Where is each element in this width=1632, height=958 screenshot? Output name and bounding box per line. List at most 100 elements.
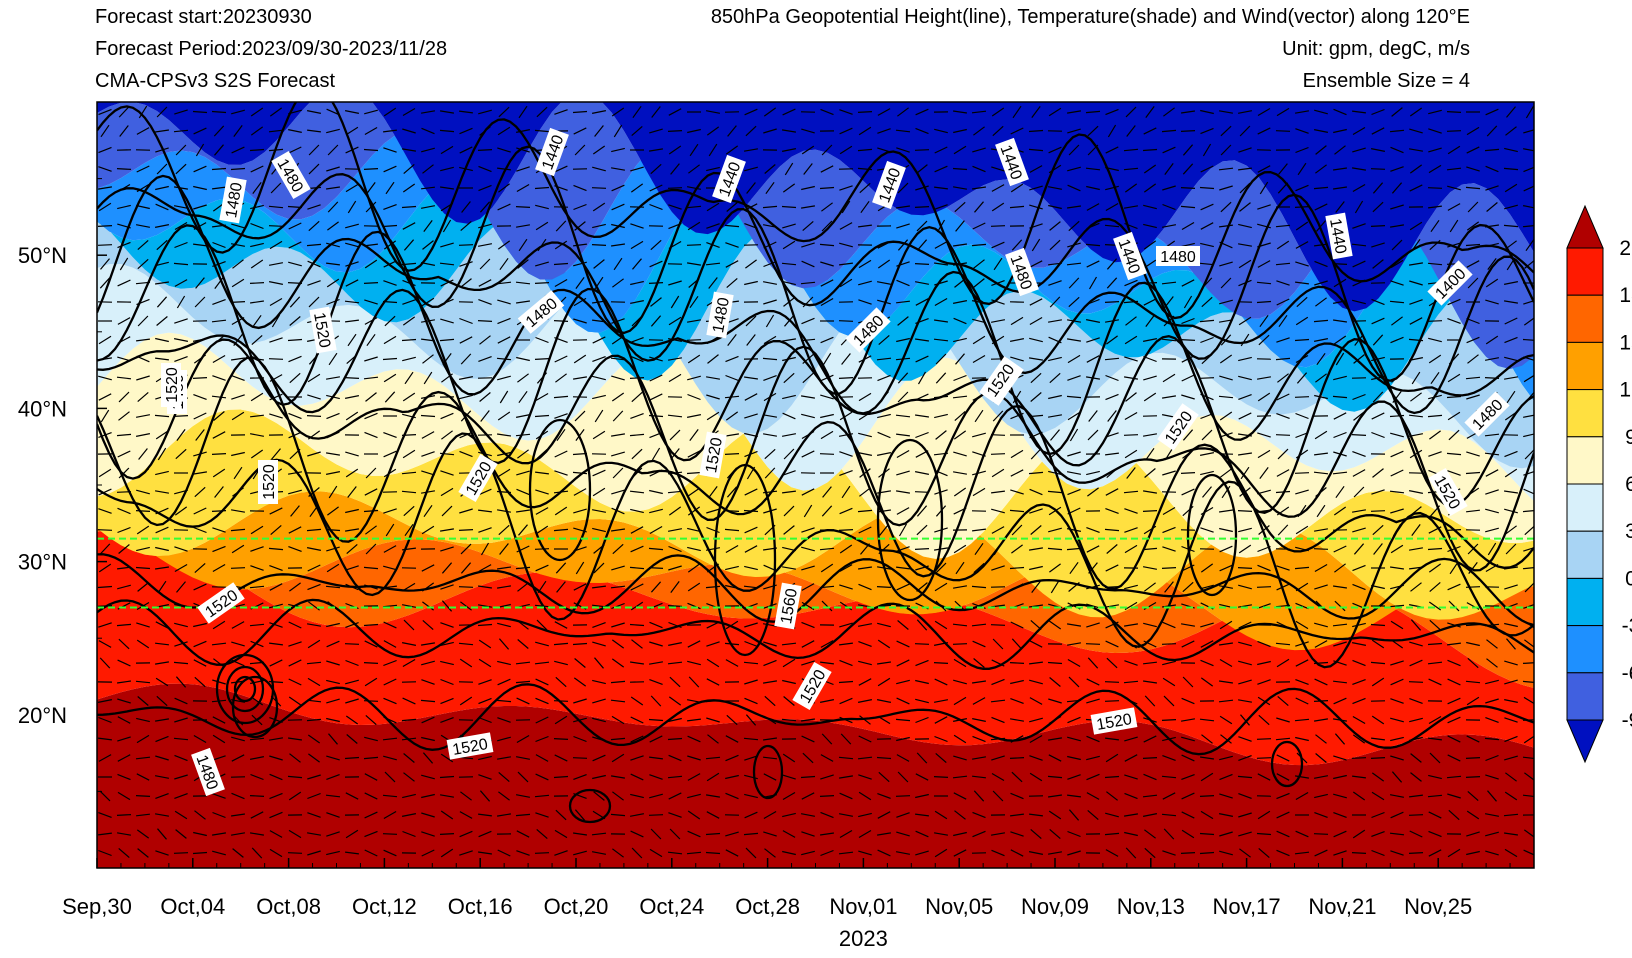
wind-barb: [801, 128, 815, 134]
wind-barb: [250, 222, 264, 230]
wind-barb: [1257, 564, 1271, 572]
wind-barb: [1352, 110, 1366, 114]
wind-barb: [117, 773, 131, 781]
wind-barb: [974, 409, 984, 423]
colorbar-segment: [1566, 672, 1604, 721]
wind-barb: [497, 736, 511, 742]
wind-barb: [1409, 184, 1423, 192]
wind-barb: [554, 850, 568, 856]
wind-barb: [630, 526, 644, 534]
wind-barb: [535, 471, 549, 475]
wind-barb: [897, 316, 909, 326]
wind-barb: [1277, 448, 1289, 460]
contour-label: 1520: [258, 460, 278, 504]
wind-barb: [1048, 356, 1062, 362]
wind-barb: [404, 371, 414, 385]
wind-barb: [668, 754, 682, 762]
wind-barb: [404, 523, 414, 537]
wind-barb: [1047, 319, 1063, 323]
wind-barb: [1219, 509, 1233, 513]
wind-barb: [154, 414, 170, 418]
wind-barb: [1123, 490, 1139, 494]
wind-barb: [385, 181, 395, 195]
wind-barb: [155, 793, 169, 799]
wind-barb: [915, 659, 929, 667]
wind-barb: [440, 186, 454, 190]
wind-barb: [99, 657, 111, 669]
wind-barb: [1315, 145, 1327, 155]
wind-barb: [440, 318, 454, 324]
wind-barb: [497, 317, 511, 325]
wind-barb: [1219, 755, 1233, 761]
wind-barb: [574, 809, 586, 821]
wind-barb: [649, 260, 663, 268]
wind-barb: [1333, 375, 1347, 381]
wind-barb: [744, 166, 758, 172]
colorbar-label: -6: [1622, 662, 1632, 685]
wind-barb: [136, 375, 150, 381]
wind-barb: [1504, 735, 1518, 743]
wind-barb: [592, 698, 606, 704]
wind-barb: [1391, 771, 1403, 783]
wind-barb: [573, 735, 587, 743]
wind-barb: [382, 737, 398, 741]
wind-barb: [1181, 811, 1195, 819]
wind-barb: [251, 334, 263, 346]
wind-barb: [1313, 338, 1329, 342]
wind-barb: [1371, 298, 1385, 306]
wind-barb: [876, 756, 892, 760]
wind-barb: [1504, 300, 1518, 304]
wind-barb: [1199, 377, 1215, 379]
wind-barb: [1238, 584, 1252, 590]
wind-barb: [1123, 167, 1139, 171]
wind-barb: [347, 486, 357, 498]
wind-barb: [725, 433, 739, 437]
wind-barb: [534, 186, 550, 190]
wind-barb: [213, 125, 225, 137]
wind-barb: [877, 832, 891, 836]
wind-barb: [1105, 640, 1119, 648]
wind-barb: [934, 413, 948, 419]
wind-barb: [1161, 338, 1177, 342]
wind-barb: [1333, 697, 1347, 705]
wind-barb: [98, 508, 112, 514]
wind-barb: [517, 639, 529, 649]
wind-barb: [440, 848, 454, 858]
wind-barb: [1219, 375, 1233, 381]
wind-barb: [1202, 486, 1212, 498]
wind-barb: [1506, 390, 1516, 404]
contour-label: 1440: [1325, 212, 1353, 260]
wind-barb: [991, 772, 1005, 782]
wind-barb: [345, 279, 359, 287]
wind-barb: [574, 221, 586, 231]
wind-barb: [137, 696, 149, 706]
wind-barb: [1124, 623, 1138, 627]
wind-barb: [1068, 676, 1080, 688]
wind-barb: [896, 566, 910, 570]
wind-barb: [1029, 717, 1043, 723]
wind-barb: [97, 699, 113, 703]
wind-barb: [1258, 334, 1270, 346]
wind-barb: [858, 660, 872, 666]
wind-barb: [953, 734, 967, 744]
wind-barb: [1389, 490, 1405, 494]
wind-barb: [1144, 829, 1156, 839]
wind-barb: [553, 738, 569, 740]
wind-barb: [459, 261, 473, 267]
wind-barb: [478, 299, 492, 305]
wind-barb: [554, 660, 568, 666]
wind-barb: [971, 623, 987, 627]
wind-barb: [725, 849, 739, 857]
wind-barb: [1218, 167, 1234, 171]
wind-barb: [934, 319, 948, 323]
wind-barb: [782, 753, 796, 763]
wind-barb: [1068, 220, 1080, 232]
wind-barb: [439, 262, 455, 266]
wind-barb: [328, 352, 338, 366]
wind-barb: [117, 241, 131, 249]
wind-barb: [782, 470, 796, 476]
wind-barb: [914, 548, 930, 550]
wind-barb: [1257, 810, 1271, 820]
wind-barb: [1485, 108, 1499, 116]
wind-barb: [250, 565, 264, 571]
